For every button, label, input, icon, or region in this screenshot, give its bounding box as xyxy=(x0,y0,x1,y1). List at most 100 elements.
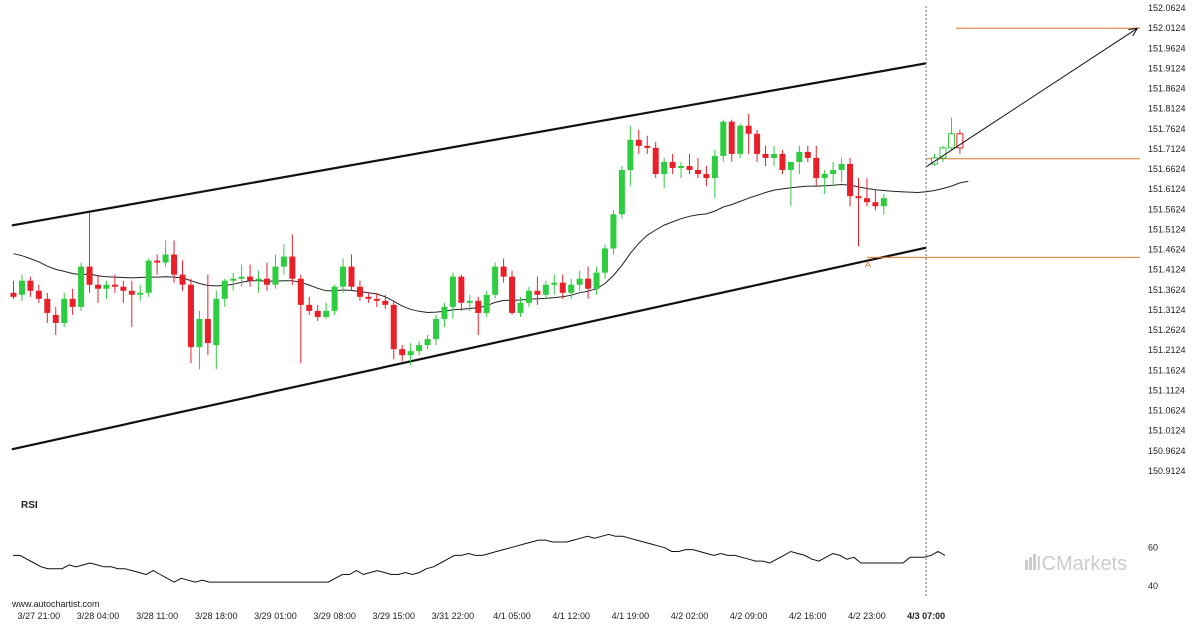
candle xyxy=(382,294,389,309)
price-tick-label: 150.9624 xyxy=(1148,446,1186,456)
candle-body xyxy=(534,290,541,295)
candle-body xyxy=(449,276,456,307)
candle-body xyxy=(678,165,685,168)
forecast-arrow xyxy=(925,27,1139,168)
candle-body xyxy=(289,256,296,279)
candle-body xyxy=(441,306,448,319)
candle xyxy=(678,161,685,179)
candle xyxy=(686,153,693,175)
candle xyxy=(314,304,321,321)
candle-body xyxy=(627,139,634,170)
candle-body xyxy=(154,260,161,263)
candle-body xyxy=(830,169,837,175)
candle xyxy=(348,254,355,291)
candle xyxy=(483,290,490,317)
candle xyxy=(525,286,532,307)
time-tick-label: 3/29 15:00 xyxy=(372,611,415,621)
candle-body xyxy=(238,276,245,279)
candle xyxy=(441,302,448,327)
candle xyxy=(128,280,135,327)
candle xyxy=(576,270,583,291)
time-tick-label: 3/31 22:00 xyxy=(432,611,475,621)
arrow-shaft xyxy=(925,27,1138,168)
candle xyxy=(187,278,194,364)
candle-body xyxy=(711,155,718,179)
candle-body xyxy=(542,284,549,295)
price-tick-label: 151.1624 xyxy=(1148,365,1186,375)
candle-body xyxy=(280,256,287,267)
candle xyxy=(458,274,465,311)
rsi-panel: RSI 60 40 xyxy=(13,500,1158,591)
candle xyxy=(154,254,161,275)
logo-ic: ICMarkets xyxy=(1036,553,1127,575)
candle-body xyxy=(204,318,211,344)
candle-body xyxy=(10,292,17,297)
candle xyxy=(213,290,220,370)
candle-body xyxy=(297,278,304,305)
candle-body xyxy=(745,125,752,134)
candle-body xyxy=(348,266,355,287)
candle-body xyxy=(568,284,575,293)
candle xyxy=(821,169,828,195)
candle-body xyxy=(703,174,710,179)
price-tick-label: 151.2124 xyxy=(1148,345,1186,355)
candle xyxy=(247,264,254,287)
candle-body xyxy=(796,151,803,162)
candle-body xyxy=(880,198,887,207)
time-tick-label: 4/3 07:00 xyxy=(907,611,945,621)
candles xyxy=(10,113,887,370)
ma-line xyxy=(13,180,969,314)
candle xyxy=(196,310,203,370)
time-tick-label: 3/28 04:00 xyxy=(77,611,120,621)
candle-body xyxy=(762,153,769,158)
candle-body xyxy=(78,266,85,307)
candle xyxy=(255,270,262,293)
candle xyxy=(171,240,178,283)
candle-body xyxy=(466,300,473,303)
candle-body xyxy=(356,286,363,297)
candle xyxy=(559,274,566,299)
candle xyxy=(297,274,304,364)
candle-body xyxy=(382,300,389,305)
candle-body xyxy=(145,260,152,293)
candle-body xyxy=(365,296,372,299)
channel-lines xyxy=(11,62,927,451)
candle xyxy=(863,178,870,207)
forecast-candle-body xyxy=(947,133,955,149)
candle-body xyxy=(458,276,465,303)
candle xyxy=(145,258,152,297)
candle xyxy=(230,272,237,291)
candle-body xyxy=(306,304,313,311)
candle xyxy=(280,244,287,275)
candle-body xyxy=(551,282,558,285)
candle xyxy=(407,343,414,366)
price-tick-label: 151.1124 xyxy=(1148,385,1185,395)
candle-body xyxy=(720,121,727,156)
watermark: www.autochartist.com xyxy=(11,599,100,609)
candle-body xyxy=(779,153,786,170)
price-tick-label: 152.0624 xyxy=(1148,3,1186,13)
candle xyxy=(10,280,17,299)
candle xyxy=(95,274,101,303)
moving-average xyxy=(13,180,969,314)
candle xyxy=(585,266,592,299)
candle-body xyxy=(111,284,118,287)
price-tick-label: 151.5124 xyxy=(1148,224,1186,234)
candle xyxy=(661,157,668,189)
candle xyxy=(745,113,752,154)
price-tick-label: 151.8124 xyxy=(1148,104,1186,114)
price-tick-label: 151.7124 xyxy=(1148,144,1186,154)
candle-body xyxy=(618,169,625,215)
candle-body xyxy=(475,300,482,313)
price-tick-label: 151.9624 xyxy=(1148,43,1186,53)
candle xyxy=(69,288,76,315)
candle xyxy=(492,262,499,299)
candle xyxy=(830,161,837,187)
candle-body xyxy=(593,272,600,289)
forecast-candle xyxy=(956,129,964,154)
channel-lower-line xyxy=(11,246,927,451)
logo-icon xyxy=(1025,554,1036,570)
candle xyxy=(44,292,51,323)
time-tick-label: 4/2 02:00 xyxy=(671,611,709,621)
candle-body xyxy=(813,157,820,179)
